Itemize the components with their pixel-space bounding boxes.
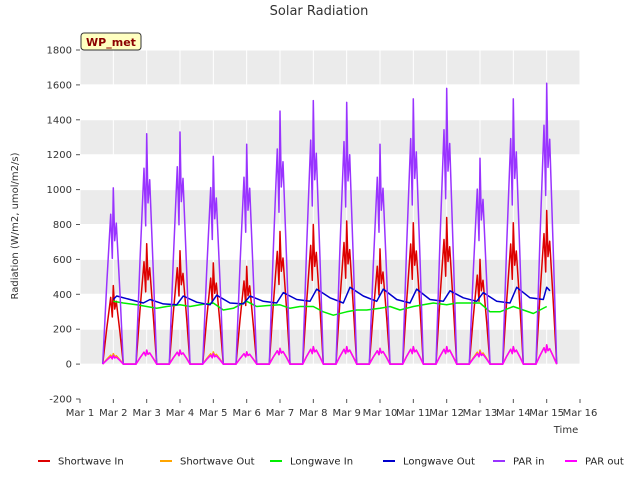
y-tick-label: -200 bbox=[49, 395, 72, 406]
y-tick-label: 0 bbox=[66, 360, 72, 371]
y-tick-label: 200 bbox=[53, 325, 72, 336]
x-tick-label: Mar 7 bbox=[266, 408, 294, 419]
legend-label: PAR in bbox=[513, 457, 544, 468]
legend-item-par-in: PAR in bbox=[493, 457, 544, 468]
y-tick-label: 400 bbox=[53, 290, 72, 301]
x-tick-label: Mar 2 bbox=[99, 408, 127, 419]
y-tick-label: 800 bbox=[53, 220, 72, 231]
legend-item-par-out: PAR out bbox=[565, 457, 624, 468]
x-tick-label: Mar 11 bbox=[396, 408, 431, 419]
x-tick-label: Mar 10 bbox=[363, 408, 398, 419]
y-axis-title: Radiation (W/m2, umol/m2/s) bbox=[10, 152, 21, 299]
grid-band bbox=[80, 329, 580, 365]
site-badge: WP_met bbox=[80, 32, 142, 51]
y-tick-label: 1000 bbox=[47, 185, 72, 196]
legend-label: Longwave Out bbox=[403, 457, 475, 468]
x-tick-label: Mar 1 bbox=[66, 408, 94, 419]
legend-item-longwave-in: Longwave In bbox=[270, 457, 353, 468]
x-tick-label: Mar 4 bbox=[166, 408, 194, 419]
y-tick-label: 1200 bbox=[47, 150, 72, 161]
series-line-longwave-out bbox=[112, 286, 551, 306]
legend-label: PAR out bbox=[585, 457, 624, 468]
y-tick-label: 1400 bbox=[47, 115, 72, 126]
y-tick-label: 600 bbox=[53, 255, 72, 266]
x-tick-label: Mar 13 bbox=[463, 408, 498, 419]
legend-label: Shortwave Out bbox=[180, 457, 255, 468]
x-tick-label: Mar 16 bbox=[563, 408, 598, 419]
x-axis-title: Time bbox=[553, 425, 578, 436]
legend: Shortwave In Shortwave Out Longwave In Long… bbox=[38, 457, 624, 468]
legend-item-longwave-out: Longwave Out bbox=[383, 457, 475, 468]
x-tick-label: Mar 12 bbox=[429, 408, 464, 419]
legend-item-shortwave-out: Shortwave Out bbox=[160, 457, 255, 468]
legend-label: Longwave In bbox=[290, 457, 353, 468]
grid-band bbox=[80, 259, 580, 295]
x-tick-label: Mar 14 bbox=[496, 408, 531, 419]
y-tick-label: 1600 bbox=[47, 80, 72, 91]
x-tick-label: Mar 8 bbox=[299, 408, 327, 419]
legend-item-shortwave-in: Shortwave In bbox=[38, 457, 124, 468]
series-lines bbox=[101, 82, 558, 365]
x-tick-label: Mar 5 bbox=[199, 408, 227, 419]
series-line-par-out bbox=[102, 344, 558, 365]
site-badge-label: WP_met bbox=[86, 36, 136, 49]
y-axis-ticks: -200 0 200 400 600 800 1000 1200 1400 1600 1800 bbox=[47, 46, 80, 406]
series-line-longwave-in bbox=[113, 300, 548, 316]
x-tick-label: Mar 3 bbox=[132, 408, 160, 419]
plot-area bbox=[79, 49, 581, 400]
x-tick-label: Mar 6 bbox=[232, 408, 260, 419]
grid-band bbox=[80, 189, 580, 225]
chart-title: Solar Radiation bbox=[270, 4, 369, 19]
grid-band bbox=[80, 119, 580, 155]
grid-band bbox=[80, 50, 580, 85]
x-tick-label: Mar 9 bbox=[332, 408, 360, 419]
y-tick-label: 1800 bbox=[47, 46, 72, 57]
legend-label: Shortwave In bbox=[58, 457, 124, 468]
x-axis-ticks: Mar 1 Mar 2 Mar 3 Mar 4 Mar 5 Mar 6 Mar 7 Mar 8… bbox=[66, 399, 598, 419]
x-tick-label: Mar 15 bbox=[529, 408, 564, 419]
